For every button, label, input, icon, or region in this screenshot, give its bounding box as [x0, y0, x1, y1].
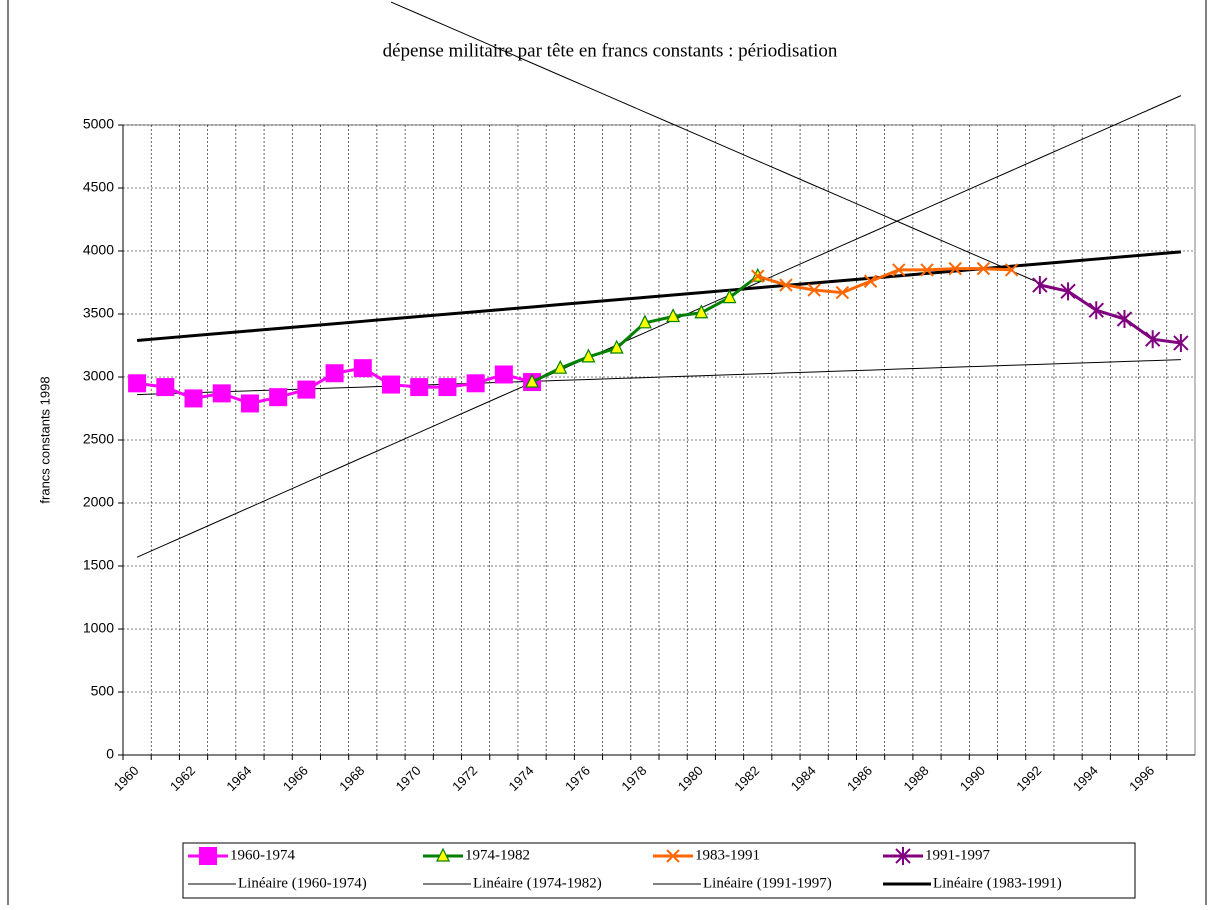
marker	[212, 384, 231, 403]
marker	[948, 261, 962, 276]
chart-title: dépense militaire par tête en francs con…	[383, 40, 838, 61]
marker	[184, 389, 203, 408]
marker	[976, 261, 991, 276]
marker	[807, 283, 821, 297]
marker	[637, 314, 652, 329]
marker	[297, 380, 316, 399]
marker	[1116, 310, 1133, 329]
series-line	[1039, 283, 1182, 345]
marker	[751, 269, 765, 283]
marker	[892, 263, 906, 277]
marker	[353, 359, 372, 378]
marker	[438, 378, 457, 397]
legend-label: Linéaire (1974-1982)	[473, 875, 602, 891]
marker	[156, 378, 175, 397]
legend-label: Linéaire (1960-1974)	[238, 875, 367, 891]
y-axis-label: francs constants 1998	[37, 376, 52, 503]
marker	[581, 348, 596, 363]
marker	[269, 388, 288, 407]
legend-label: 1974-1982	[465, 847, 530, 863]
marker	[920, 263, 934, 277]
marker	[895, 847, 911, 865]
y-tick-label: 5000	[83, 116, 114, 132]
marker	[553, 359, 568, 374]
y-tick-label: 1500	[83, 557, 114, 573]
marker	[779, 278, 793, 292]
legend-label: Linéaire (1983-1991)	[933, 875, 1062, 891]
marker	[240, 394, 259, 413]
y-tick-label: 3000	[83, 368, 114, 384]
series-line	[390, 1, 1041, 284]
y-tick-label: 500	[91, 683, 115, 699]
marker	[466, 374, 485, 393]
marker	[1144, 330, 1161, 349]
marker	[609, 339, 624, 354]
marker	[1004, 263, 1019, 277]
legend-box	[182, 842, 1136, 899]
y-tick-label: 3500	[83, 305, 114, 321]
series-line	[136, 250, 1182, 342]
y-tick-label: 1000	[83, 620, 114, 636]
marker	[325, 364, 344, 383]
marker	[1060, 282, 1076, 301]
marker	[666, 849, 680, 863]
marker	[199, 847, 217, 865]
marker	[1173, 333, 1189, 352]
legend-label: 1960-1974	[230, 847, 295, 863]
marker	[835, 285, 850, 300]
legend-label: 1991-1997	[925, 847, 990, 863]
marker	[1032, 276, 1048, 295]
marker	[722, 289, 737, 304]
marker	[128, 374, 147, 393]
marker	[694, 304, 709, 319]
y-tick-label: 4000	[83, 242, 114, 258]
y-tick-label: 0	[106, 746, 114, 762]
y-tick-label: 2500	[83, 431, 114, 447]
marker	[494, 365, 513, 384]
marker	[436, 847, 450, 862]
y-tick-label: 4500	[83, 179, 114, 195]
legend-label: Linéaire (1991-1997)	[703, 875, 832, 891]
marker	[525, 373, 540, 388]
marker	[1088, 301, 1104, 320]
marker	[410, 378, 429, 397]
marker	[382, 375, 400, 394]
marker	[666, 308, 681, 323]
series-line	[757, 267, 1012, 295]
marker	[863, 274, 878, 288]
legend-label: 1983-1991	[695, 847, 760, 863]
y-tick-label: 2000	[83, 494, 114, 510]
series-line	[136, 95, 1182, 558]
